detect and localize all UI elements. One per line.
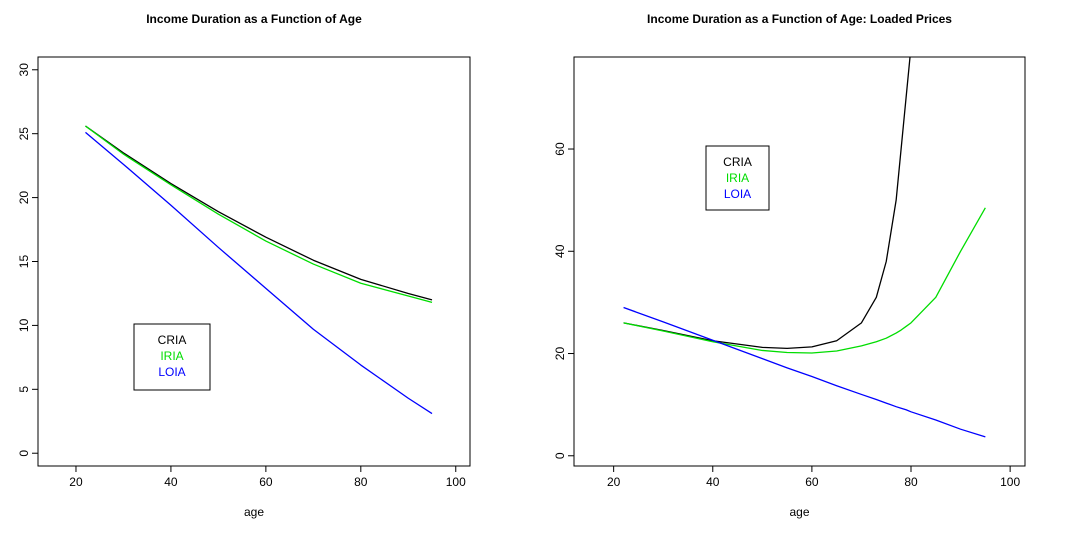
y-tick-label: 20	[553, 347, 567, 361]
y-tick-label: 60	[553, 142, 567, 156]
legend-box	[133, 323, 211, 391]
y-tick-label: 40	[553, 244, 567, 258]
y-tick-label: 10	[17, 318, 31, 332]
chart-title: Income Duration as a Function of Age: Lo…	[647, 12, 952, 26]
x-tick-label: 20	[69, 475, 83, 489]
y-tick-label: 0	[17, 450, 31, 457]
x-tick-label: 40	[706, 475, 720, 489]
y-tick-label: 25	[17, 127, 31, 141]
x-tick-label: 60	[259, 475, 273, 489]
series-line-cria	[623, 57, 911, 350]
x-tick-label: 20	[607, 475, 621, 489]
x-tick-label: 100	[1000, 475, 1020, 489]
plot-frame	[573, 56, 1026, 467]
chart-panel-right: Income Duration as a Function of Age: Lo…	[534, 0, 1068, 533]
series-line-loia	[623, 306, 986, 438]
series-line-loia	[85, 131, 433, 415]
legend-entry-loia: LOIA	[724, 187, 751, 201]
y-tick-label: 15	[17, 255, 31, 269]
chart-left: Income Duration as a Function of Age 20 40…	[17, 12, 471, 519]
x-tick-label: 80	[354, 475, 368, 489]
legend-entry-cria: CRIA	[158, 333, 187, 347]
series-group	[85, 125, 433, 415]
series-line-iria	[623, 207, 986, 354]
series-line-cria	[85, 125, 433, 301]
chart-panel-left: Income Duration as a Function of Age 20 40…	[17, 12, 471, 519]
y-tick-label: 5	[17, 386, 31, 393]
x-axis-label: age	[244, 505, 264, 519]
legend-entry-loia: LOIA	[158, 365, 185, 379]
series-group	[623, 57, 986, 438]
chart-title: Income Duration as a Function of Age	[146, 12, 362, 26]
legend-entry-iria: IRIA	[160, 349, 183, 363]
x-axis-label: age	[789, 505, 809, 519]
legend-entry-iria: IRIA	[726, 171, 749, 185]
series-line-iria	[85, 125, 433, 304]
x-tick-label: 100	[446, 475, 466, 489]
legend-entry-cria: CRIA	[723, 155, 752, 169]
chart-right: Income Duration as a Function of Age: Lo…	[553, 12, 1026, 519]
y-tick-label: 0	[553, 452, 567, 459]
y-tick-label: 20	[17, 191, 31, 205]
y-tick-label: 30	[17, 63, 31, 77]
legend-box	[705, 145, 770, 211]
x-tick-label: 40	[164, 475, 178, 489]
plot-frame	[37, 56, 471, 467]
x-tick-label: 60	[805, 475, 819, 489]
x-tick-label: 80	[904, 475, 918, 489]
